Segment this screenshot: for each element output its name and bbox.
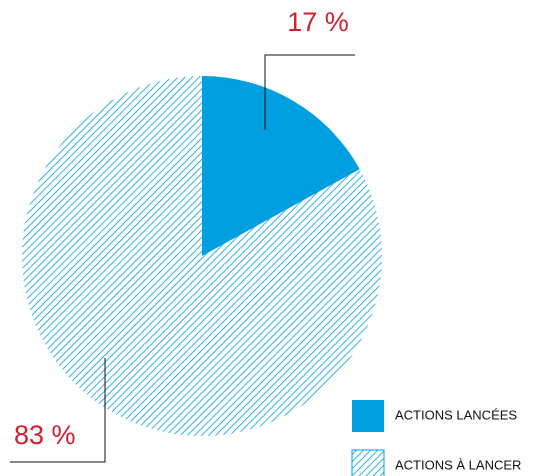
legend-swatch: [351, 449, 385, 476]
leader-line: [10, 358, 106, 463]
value-label: 83 %: [14, 420, 76, 450]
value-label: 17 %: [287, 7, 349, 37]
legend-label: ACTIONS LANCÉES: [395, 407, 517, 422]
legend-swatch: [352, 400, 384, 432]
pie-slice: [22, 76, 383, 436]
leader-line: [264, 54, 355, 130]
pie-slice: [202, 76, 360, 256]
legend-label: ACTIONS À LANCER: [395, 457, 521, 472]
